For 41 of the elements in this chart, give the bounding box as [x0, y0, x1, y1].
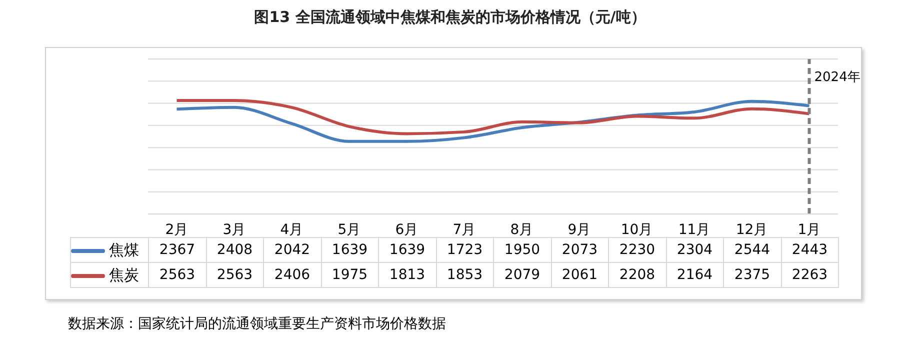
x-tick-label: 9月 [568, 222, 591, 238]
data-label: 2061 [551, 262, 608, 288]
x-tick-label: 3月 [222, 222, 246, 238]
data-label: 2230 [608, 238, 666, 262]
data-label: 2304 [666, 238, 724, 262]
data-label: 1975 [321, 262, 378, 288]
data-label: 2079 [494, 262, 551, 288]
x-tick-label: 11月 [678, 222, 710, 238]
data-label: 1639 [378, 238, 436, 262]
data-label: 2563 [206, 262, 264, 288]
source-note: 数据来源：国家统计局的流通领域重要生产资料市场价格数据 [68, 315, 446, 333]
data-label: 1813 [378, 262, 436, 288]
x-tick-label: 4月 [280, 222, 304, 238]
data-label: 2164 [666, 262, 724, 288]
legend-label: 焦炭 [109, 266, 139, 284]
x-tick-label: 2月 [165, 222, 188, 238]
x-tick-label: 5月 [338, 222, 361, 238]
data-label: 1950 [494, 238, 551, 262]
ref-line-label: 2024年 [814, 70, 860, 85]
x-tick-label: 12月 [736, 222, 768, 238]
data-label: 2073 [551, 238, 608, 262]
data-label: 2375 [724, 262, 781, 288]
x-tick-label: 7月 [452, 222, 476, 238]
x-tick-label: 10月 [620, 222, 653, 238]
x-tick-label: 8月 [510, 222, 534, 238]
data-label: 1723 [436, 238, 494, 262]
x-tick-label: 1月 [798, 222, 821, 238]
chart-title: 图13 全国流通领域中焦煤和焦炭的市场价格情况（元/吨） [253, 8, 647, 27]
data-label: 2208 [608, 262, 666, 288]
data-label: 2544 [724, 238, 781, 262]
data-label: 1639 [321, 238, 378, 262]
data-label: 2406 [264, 262, 321, 288]
data-label: 1853 [436, 262, 494, 288]
data-label: 2443 [781, 238, 838, 262]
x-tick-label: 6月 [395, 222, 418, 238]
data-label: 2563 [148, 262, 206, 288]
data-label: 2408 [206, 238, 264, 262]
data-label: 2263 [781, 262, 838, 288]
legend-label: 焦煤 [109, 240, 139, 258]
data-label: 2042 [264, 238, 321, 262]
data-label: 2367 [148, 238, 206, 262]
